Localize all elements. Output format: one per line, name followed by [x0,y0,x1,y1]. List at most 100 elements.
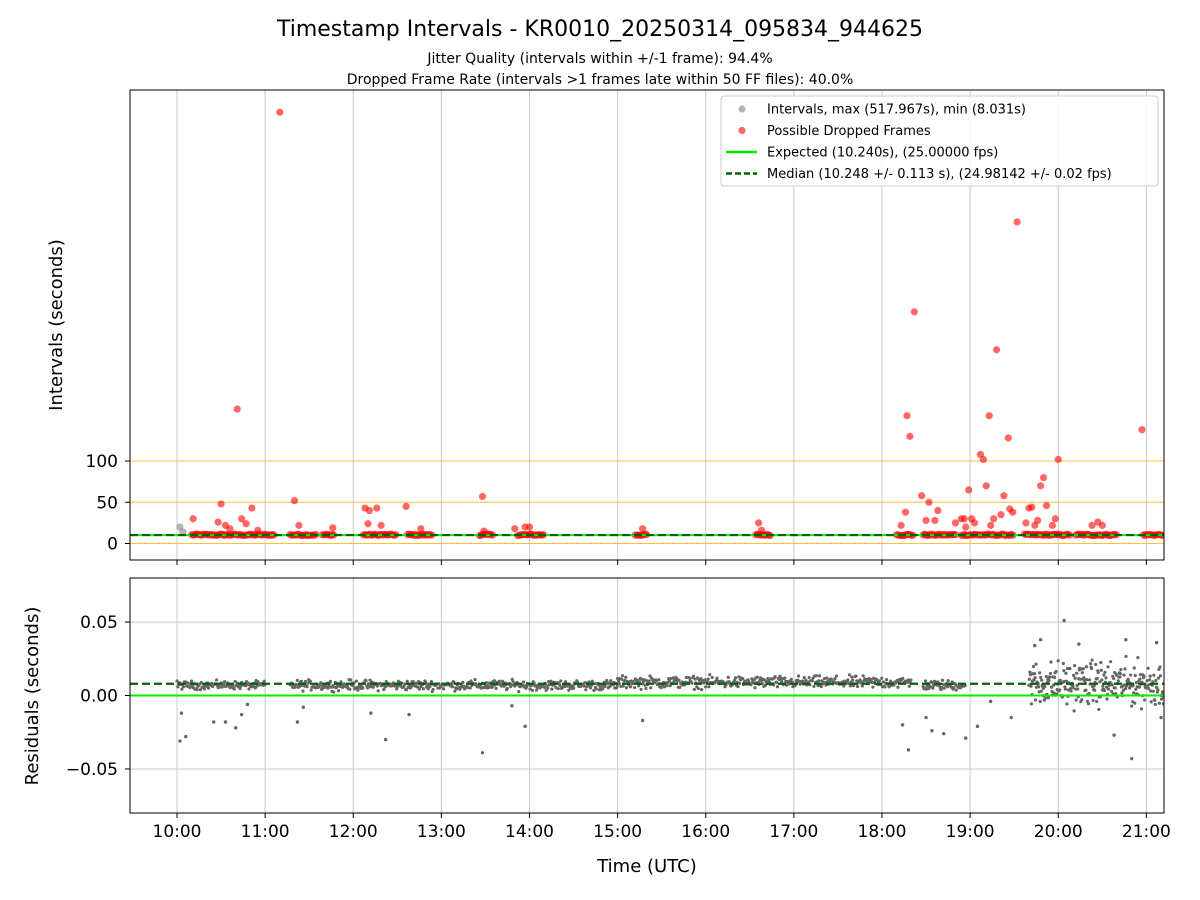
residual-point [750,677,754,681]
residual-point [1148,678,1152,682]
bottom-ytick-label-2: −0.05 [66,760,118,780]
residual-point [1101,684,1105,688]
residual-point [906,678,911,682]
residual-point [1039,689,1043,693]
residual-outlier-31 [1124,637,1128,642]
residual-point [671,676,675,680]
residual-point [1033,698,1038,702]
residual-point [1129,673,1133,677]
residual-point [1133,701,1137,705]
residual-point [1075,671,1079,675]
residual-point [1113,686,1117,690]
residual-point [1134,681,1138,685]
residual-point [582,684,586,688]
residual-point [175,679,179,683]
residual-point [364,679,368,683]
residual-outlier-6 [239,712,244,717]
residual-point [1157,667,1161,671]
residual-point [628,685,633,689]
residual-point [176,685,180,689]
residual-point [1102,673,1106,677]
residual-point [549,679,553,683]
residuals-panel: 0.05 0.00 −0.05 10:00 11:00 12:00 13:00 14:00 15… [66,577,1171,842]
residual-point [189,679,194,683]
residual-point [654,679,659,683]
residual-point [662,685,667,689]
residual-point [1062,669,1066,673]
residual-point [1118,672,1122,676]
residual-outlier-22 [964,736,968,740]
residual-point [1043,684,1047,689]
residual-point [1161,701,1164,706]
residual-point [666,677,671,681]
residual-point [620,674,625,678]
residual-point [1082,678,1086,683]
residual-point [871,685,875,689]
residual-point [567,688,571,692]
residual-point [907,684,911,688]
residual-point [1153,698,1157,702]
residual-outlier-17 [900,723,905,727]
legend-marker-intervals [738,105,746,113]
residual-point [1156,688,1160,692]
dropped-frame-52 [992,346,1001,354]
residual-point [563,680,568,684]
residual-outlier-2 [184,734,188,739]
residual-point [702,681,706,685]
residual-point [233,679,237,684]
dropped-frame-31 [903,412,911,420]
residual-point [406,685,410,690]
residual-point [395,687,399,691]
residual-point [356,688,360,692]
residual-point [1133,673,1137,678]
residual-point [657,678,661,682]
residual-point [619,684,623,689]
residual-point [1102,689,1107,693]
residual-point [749,683,753,687]
residual-point [1088,661,1093,666]
residual-point [409,685,413,689]
residual-point [643,683,647,687]
residual-point [1112,676,1116,681]
residual-point [1110,683,1114,687]
residual-point [940,678,945,682]
residual-point [1090,658,1094,662]
residual-outlier-5 [234,726,238,730]
residual-point [1132,666,1136,670]
residual-outlier-11 [383,737,388,742]
residual-point [1061,661,1065,666]
residual-point [693,677,697,681]
residual-point [1095,676,1099,680]
residual-point [665,684,669,688]
residual-point [1046,696,1051,700]
residual-point [1123,667,1127,671]
residual-point [1149,689,1153,693]
residual-point [883,685,887,689]
residual-point [814,674,818,678]
residual-point [741,677,745,681]
residual-point [870,680,874,685]
legend-label-3: Median (10.248 +/- 0.113 s), (24.98142 +… [767,167,1112,182]
residual-point [1071,673,1076,677]
dropped-frame-32 [906,432,914,440]
dropped-cluster-4 [403,530,436,540]
residual-point [317,685,321,689]
residual-point [816,684,820,688]
residual-point [558,683,562,687]
residual-outlier-24 [988,699,993,704]
residual-point [361,686,365,690]
dropped-frame-43 [965,486,973,494]
residual-outlier-33 [1154,640,1159,645]
residual-point [371,685,375,689]
residual-point [1123,687,1128,691]
dropped-frame-15 [364,520,372,528]
residual-point [1074,698,1078,702]
residual-point [534,688,539,692]
residual-point [1056,659,1060,663]
residual-point [901,676,905,681]
residual-point [1085,678,1089,682]
residual-point [1033,676,1037,680]
residual-point [773,675,777,679]
residual-point [530,688,535,693]
residual-point [1071,684,1075,688]
